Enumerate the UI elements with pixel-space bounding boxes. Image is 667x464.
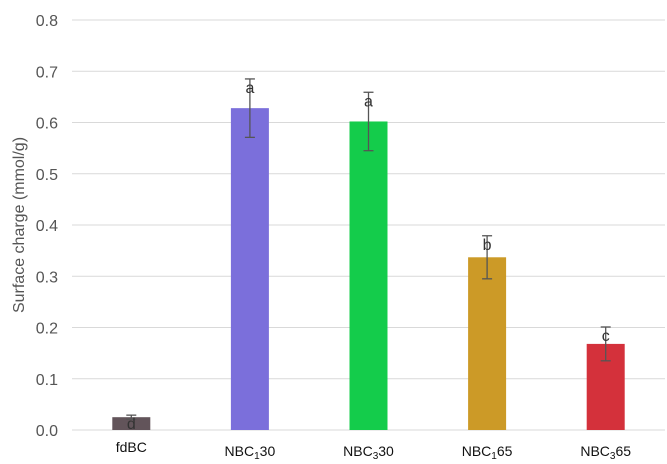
x-tick-label-base: NBC xyxy=(580,443,610,459)
x-tick-label-subscript: 1 xyxy=(254,451,260,459)
y-tick-label: 0.4 xyxy=(36,218,58,235)
x-tick-label-subscript: 1 xyxy=(491,451,497,459)
x-tick-label: NBC330 xyxy=(343,443,394,459)
significance-label: c xyxy=(602,328,610,345)
bar xyxy=(349,121,388,430)
y-tick-label: 0.5 xyxy=(36,167,58,184)
y-tick-label: 0.8 xyxy=(36,13,58,30)
x-tick-label-suffix: 65 xyxy=(615,443,631,459)
y-tick-labels: 0.0 0.1 0.2 0.3 0.4 0.5 0.6 0.7 0.8 xyxy=(36,13,58,440)
bar xyxy=(468,257,507,430)
y-tick-label: 0.7 xyxy=(36,64,58,81)
significance-label: d xyxy=(127,416,136,433)
y-tick-label: 0.3 xyxy=(36,269,58,286)
x-tick-label-base: NBC xyxy=(343,443,373,459)
x-tick-label: NBC365 xyxy=(580,443,631,459)
significance-label: a xyxy=(364,93,373,110)
y-tick-label: 0.2 xyxy=(36,321,58,338)
x-tick-labels: fdBC NBC130 NBC330 NBC165 NBC365 xyxy=(116,439,632,462)
x-tick-label: fdBC xyxy=(116,439,147,455)
x-tick-label-subscript: 3 xyxy=(610,451,616,459)
x-tick-label-subscript: 3 xyxy=(373,451,379,459)
x-tick-label-suffix: 65 xyxy=(497,443,513,459)
significance-label: a xyxy=(245,80,254,97)
error-bars-layer xyxy=(126,78,611,420)
x-tick-label-base: NBC xyxy=(225,443,255,459)
significance-labels-layer: d a a b c xyxy=(127,80,610,433)
x-tick-label-suffix: 30 xyxy=(260,443,276,459)
bar xyxy=(230,108,269,431)
x-tick-label: NBC165 xyxy=(462,443,513,459)
bar xyxy=(112,417,151,430)
y-tick-label: 0.0 xyxy=(36,423,58,440)
bars-layer xyxy=(112,108,625,431)
y-tick-label: 0.1 xyxy=(36,372,58,389)
y-tick-label: 0.6 xyxy=(36,116,58,133)
x-tick-label-suffix: 30 xyxy=(378,443,394,459)
significance-label: b xyxy=(483,237,492,254)
x-tick-label-base: fdBC xyxy=(116,439,147,455)
y-axis-label: Surface charge (mmol/g) xyxy=(11,137,28,313)
x-tick-label: NBC130 xyxy=(225,443,276,459)
x-tick-label-base: NBC xyxy=(462,443,492,459)
